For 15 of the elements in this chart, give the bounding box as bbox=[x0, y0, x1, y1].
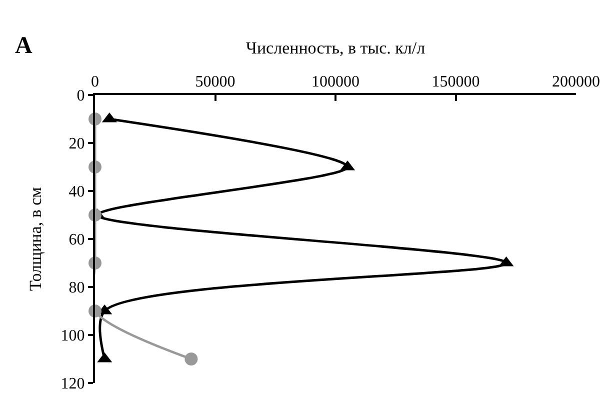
y-tick-label: 100 bbox=[60, 328, 85, 345]
x-tick-label: 150000 bbox=[432, 74, 480, 91]
x-tick-label: 200000 bbox=[552, 74, 600, 91]
text: A bbox=[15, 33, 33, 59]
x-tick-label: 100000 bbox=[312, 74, 360, 91]
x-tick-label: 0 bbox=[91, 74, 99, 91]
y-axis-title: Толщина, в см bbox=[26, 186, 45, 291]
y-tick-label: 60 bbox=[68, 232, 85, 249]
y-tick-label: 0 bbox=[76, 88, 85, 105]
y-tick-label: 40 bbox=[68, 184, 85, 201]
x-axis-title: Численность, в тыс. кл/л bbox=[246, 38, 426, 58]
x-tick-label: 50000 bbox=[195, 74, 236, 91]
y-tick-label: 120 bbox=[60, 376, 85, 393]
y-tick-label: 80 bbox=[68, 280, 85, 297]
y-tick-label: 20 bbox=[68, 136, 85, 153]
